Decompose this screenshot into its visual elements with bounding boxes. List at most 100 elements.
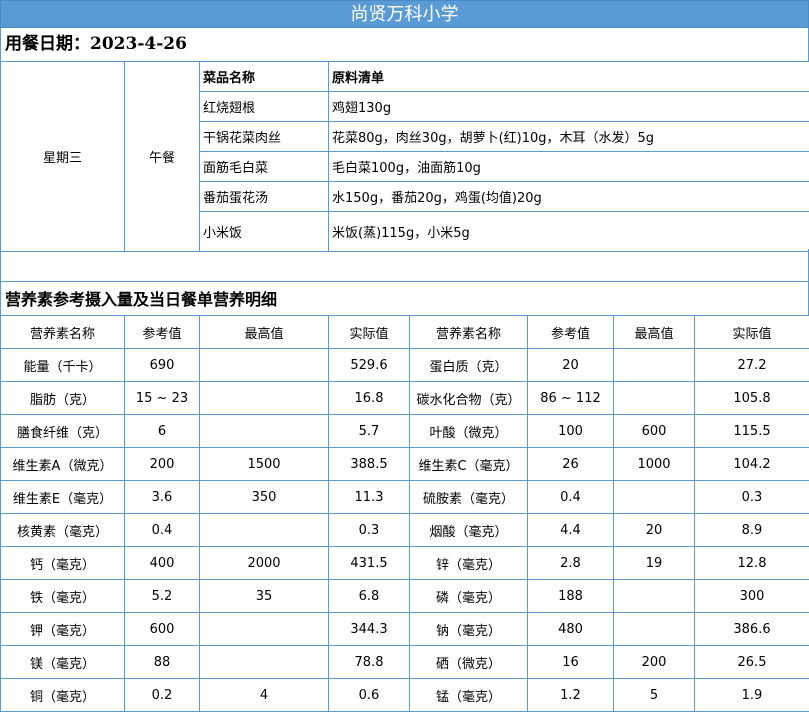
dish-name: 面筋毛白菜 bbox=[199, 151, 329, 182]
nutrition-cell: 6.8 bbox=[328, 579, 410, 613]
nutrition-cell bbox=[199, 513, 329, 547]
nutrition-cell: 400 bbox=[124, 546, 200, 580]
column-header: 参考值 bbox=[527, 315, 614, 349]
nutrition-row: 维生素E（毫克） 3.6 350 11.3 硫胺素（毫克） 0.4 0.3 bbox=[0, 480, 809, 514]
nutrition-cell: 26.5 bbox=[694, 645, 809, 679]
nutrition-cell: 锰（毫克） bbox=[409, 678, 528, 712]
dish-name: 红烧翅根 bbox=[199, 91, 329, 122]
nutrition-cell: 能量（千卡） bbox=[0, 348, 125, 382]
nutrition-title: 营养素参考摄入量及当日餐单营养明细 bbox=[0, 282, 809, 315]
column-header: 实际值 bbox=[694, 315, 809, 349]
nutrition-cell: 100 bbox=[527, 414, 614, 448]
nutrition-cell: 386.6 bbox=[694, 612, 809, 646]
nutrition-cell: 388.5 bbox=[328, 447, 410, 481]
nutrition-header-row: 营养素名称 参考值 最高值 实际值 营养素名称 参考值 最高值 实际值 bbox=[0, 315, 809, 349]
nutrition-cell: 维生素E（毫克） bbox=[0, 480, 125, 514]
nutrition-cell: 4.4 bbox=[527, 513, 614, 547]
dish-name: 番茄蛋花汤 bbox=[199, 181, 329, 212]
nutrition-cell: 6 bbox=[124, 414, 200, 448]
nutrition-cell: 15 ~ 23 bbox=[124, 381, 200, 415]
nutrition-cell: 4 bbox=[199, 678, 329, 712]
column-header: 营养素名称 bbox=[409, 315, 528, 349]
nutrition-cell: 690 bbox=[124, 348, 200, 382]
nutrition-cell: 600 bbox=[613, 414, 695, 448]
nutrition-cell: 铜（毫克） bbox=[0, 678, 125, 712]
dish-row: 小米饭 米饭(蒸)115g，小米5g bbox=[1, 211, 809, 252]
nutrition-row: 钾（毫克） 600 344.3 钠（毫克） 480 386.6 bbox=[0, 612, 809, 646]
nutrition-cell: 300 bbox=[694, 579, 809, 613]
nutrition-cell: 344.3 bbox=[328, 612, 410, 646]
nutrition-cell: 86 ~ 112 bbox=[527, 381, 614, 415]
blank-row bbox=[0, 249, 809, 282]
dish-name-header: 菜品名称 bbox=[199, 61, 329, 92]
nutrition-cell bbox=[199, 645, 329, 679]
nutrition-cell: 铁（毫克） bbox=[0, 579, 125, 613]
nutrition-table: 营养素名称 参考值 最高值 实际值 营养素名称 参考值 最高值 实际值 能量（千卡） 690 529… bbox=[0, 315, 809, 712]
nutrition-cell: 78.8 bbox=[328, 645, 410, 679]
nutrition-cell: 35 bbox=[199, 579, 329, 613]
nutrition-cell: 115.5 bbox=[694, 414, 809, 448]
nutrition-cell: 0.6 bbox=[328, 678, 410, 712]
nutrition-cell: 1000 bbox=[613, 447, 695, 481]
nutrition-cell: 0.3 bbox=[328, 513, 410, 547]
column-header: 营养素名称 bbox=[0, 315, 125, 349]
nutrition-cell: 11.3 bbox=[328, 480, 410, 514]
nutrition-cell: 维生素A（微克） bbox=[0, 447, 125, 481]
nutrition-cell bbox=[613, 579, 695, 613]
nutrition-cell: 8.9 bbox=[694, 513, 809, 547]
nutrition-cell: 19 bbox=[613, 546, 695, 580]
nutrition-cell: 硫胺素（毫克） bbox=[409, 480, 528, 514]
nutrition-row: 能量（千卡） 690 529.6 蛋白质（克） 20 27.2 bbox=[0, 348, 809, 382]
nutrition-cell: 钠（毫克） bbox=[409, 612, 528, 646]
nutrition-cell: 锌（毫克） bbox=[409, 546, 528, 580]
nutrition-row: 维生素A（微克） 200 1500 388.5 维生素C（毫克） 26 1000 104.2 bbox=[0, 447, 809, 481]
nutrition-cell: 膳食纤维（克） bbox=[0, 414, 125, 448]
dish-row: 红烧翅根 鸡翅130g bbox=[1, 91, 809, 122]
dish-ingredients: 花菜80g，肉丝30g，胡萝卜(红)10g，木耳（水发）5g bbox=[328, 121, 809, 152]
nutrition-cell: 硒（微克） bbox=[409, 645, 528, 679]
nutrition-row: 核黄素（毫克） 0.4 0.3 烟酸（毫克） 4.4 20 8.9 bbox=[0, 513, 809, 547]
dish-row: 干锅花菜肉丝 花菜80g，肉丝30g，胡萝卜(红)10g，木耳（水发）5g bbox=[1, 121, 809, 152]
nutrition-cell bbox=[613, 348, 695, 382]
nutrition-row: 脂肪（克） 15 ~ 23 16.8 碳水化合物（克） 86 ~ 112 105.8 bbox=[0, 381, 809, 415]
nutrition-cell bbox=[199, 612, 329, 646]
nutrition-cell: 2000 bbox=[199, 546, 329, 580]
column-header: 参考值 bbox=[124, 315, 200, 349]
nutrition-cell bbox=[613, 480, 695, 514]
nutrition-cell bbox=[199, 381, 329, 415]
nutrition-cell: 0.4 bbox=[527, 480, 614, 514]
dish-row: 番茄蛋花汤 水150g，番茄20g，鸡蛋(均值)20g bbox=[1, 181, 809, 212]
nutrition-cell: 16 bbox=[527, 645, 614, 679]
dish-name: 干锅花菜肉丝 bbox=[199, 121, 329, 152]
dish-ingredients: 水150g，番茄20g，鸡蛋(均值)20g bbox=[328, 181, 809, 212]
menu-table: 星期三 午餐 菜品名称 原料清单 红烧翅根 鸡翅130g 干锅花菜肉丝 花菜80g，肉… bbox=[0, 61, 809, 252]
nutrition-cell: 88 bbox=[124, 645, 200, 679]
nutrition-cell: 0.3 bbox=[694, 480, 809, 514]
column-header: 实际值 bbox=[328, 315, 410, 349]
nutrition-cell: 27.2 bbox=[694, 348, 809, 382]
nutrition-cell: 350 bbox=[199, 480, 329, 514]
nutrition-cell: 200 bbox=[124, 447, 200, 481]
nutrition-cell: 2.8 bbox=[527, 546, 614, 580]
nutrition-cell: 钙（毫克） bbox=[0, 546, 125, 580]
nutrition-cell bbox=[613, 381, 695, 415]
nutrition-cell: 碳水化合物（克） bbox=[409, 381, 528, 415]
nutrition-cell: 5.2 bbox=[124, 579, 200, 613]
nutrition-cell: 20 bbox=[527, 348, 614, 382]
nutrition-cell: 26 bbox=[527, 447, 614, 481]
dish-name: 小米饭 bbox=[199, 211, 329, 252]
nutrition-cell: 188 bbox=[527, 579, 614, 613]
nutrition-cell: 480 bbox=[527, 612, 614, 646]
dish-ingredients: 毛白菜100g，油面筋10g bbox=[328, 151, 809, 182]
nutrition-cell: 0.4 bbox=[124, 513, 200, 547]
nutrition-cell: 烟酸（毫克） bbox=[409, 513, 528, 547]
nutrition-cell: 16.8 bbox=[328, 381, 410, 415]
column-header: 最高值 bbox=[199, 315, 329, 349]
nutrition-cell bbox=[199, 348, 329, 382]
nutrition-cell: 20 bbox=[613, 513, 695, 547]
nutrition-cell: 3.6 bbox=[124, 480, 200, 514]
nutrition-row: 铁（毫克） 5.2 35 6.8 磷（毫克） 188 300 bbox=[0, 579, 809, 613]
meal-date: 用餐日期：2023-4-26 bbox=[0, 28, 809, 61]
nutrition-row: 钙（毫克） 400 2000 431.5 锌（毫克） 2.8 19 12.8 bbox=[0, 546, 809, 580]
nutrition-cell: 0.2 bbox=[124, 678, 200, 712]
